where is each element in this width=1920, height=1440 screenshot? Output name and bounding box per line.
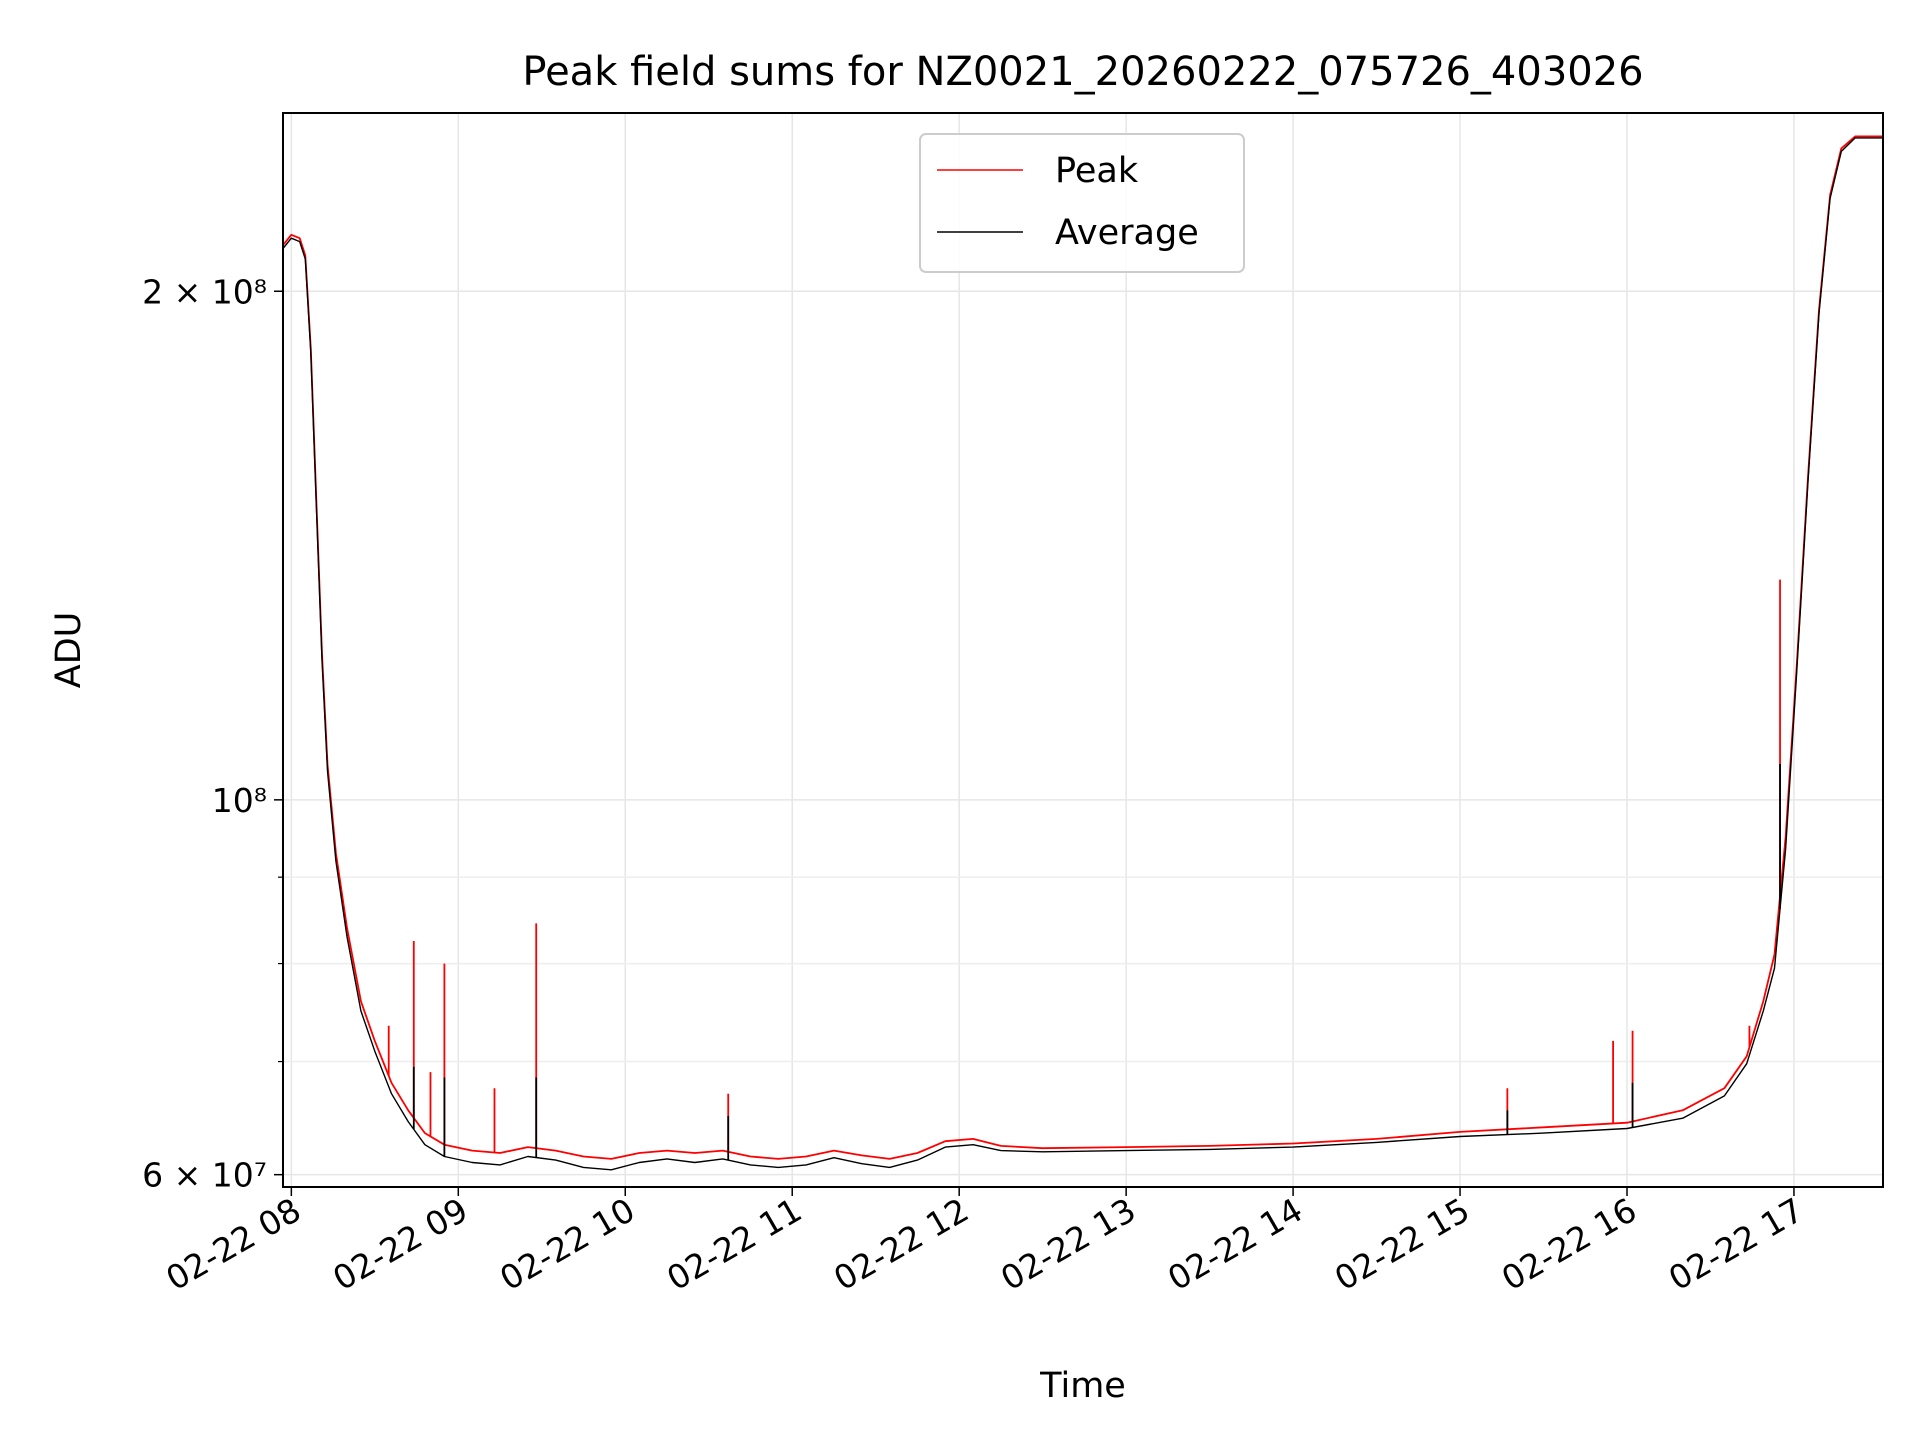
y-tick-label: 10⁸ (212, 781, 267, 820)
chart-title: Peak field sums for NZ0021_20260222_0757… (522, 49, 1643, 95)
series-line-peak (282, 135, 1883, 1160)
series-line-average (282, 137, 1883, 1171)
legend-label-peak: Peak (1055, 151, 1139, 191)
plot-frame (282, 112, 1884, 1188)
y-tick-label: 2 × 10⁸ (142, 272, 267, 311)
grid (283, 113, 1883, 1187)
legend-box (919, 133, 1245, 273)
y-tick-label: 6 × 10⁷ (142, 1156, 267, 1195)
legend: Peak Average (919, 133, 1245, 273)
x-axis-label: Time (1039, 1366, 1126, 1406)
series-layer (282, 135, 1883, 1171)
y-axis-label: ADU (49, 612, 89, 689)
legend-label-average: Average (1055, 213, 1199, 253)
